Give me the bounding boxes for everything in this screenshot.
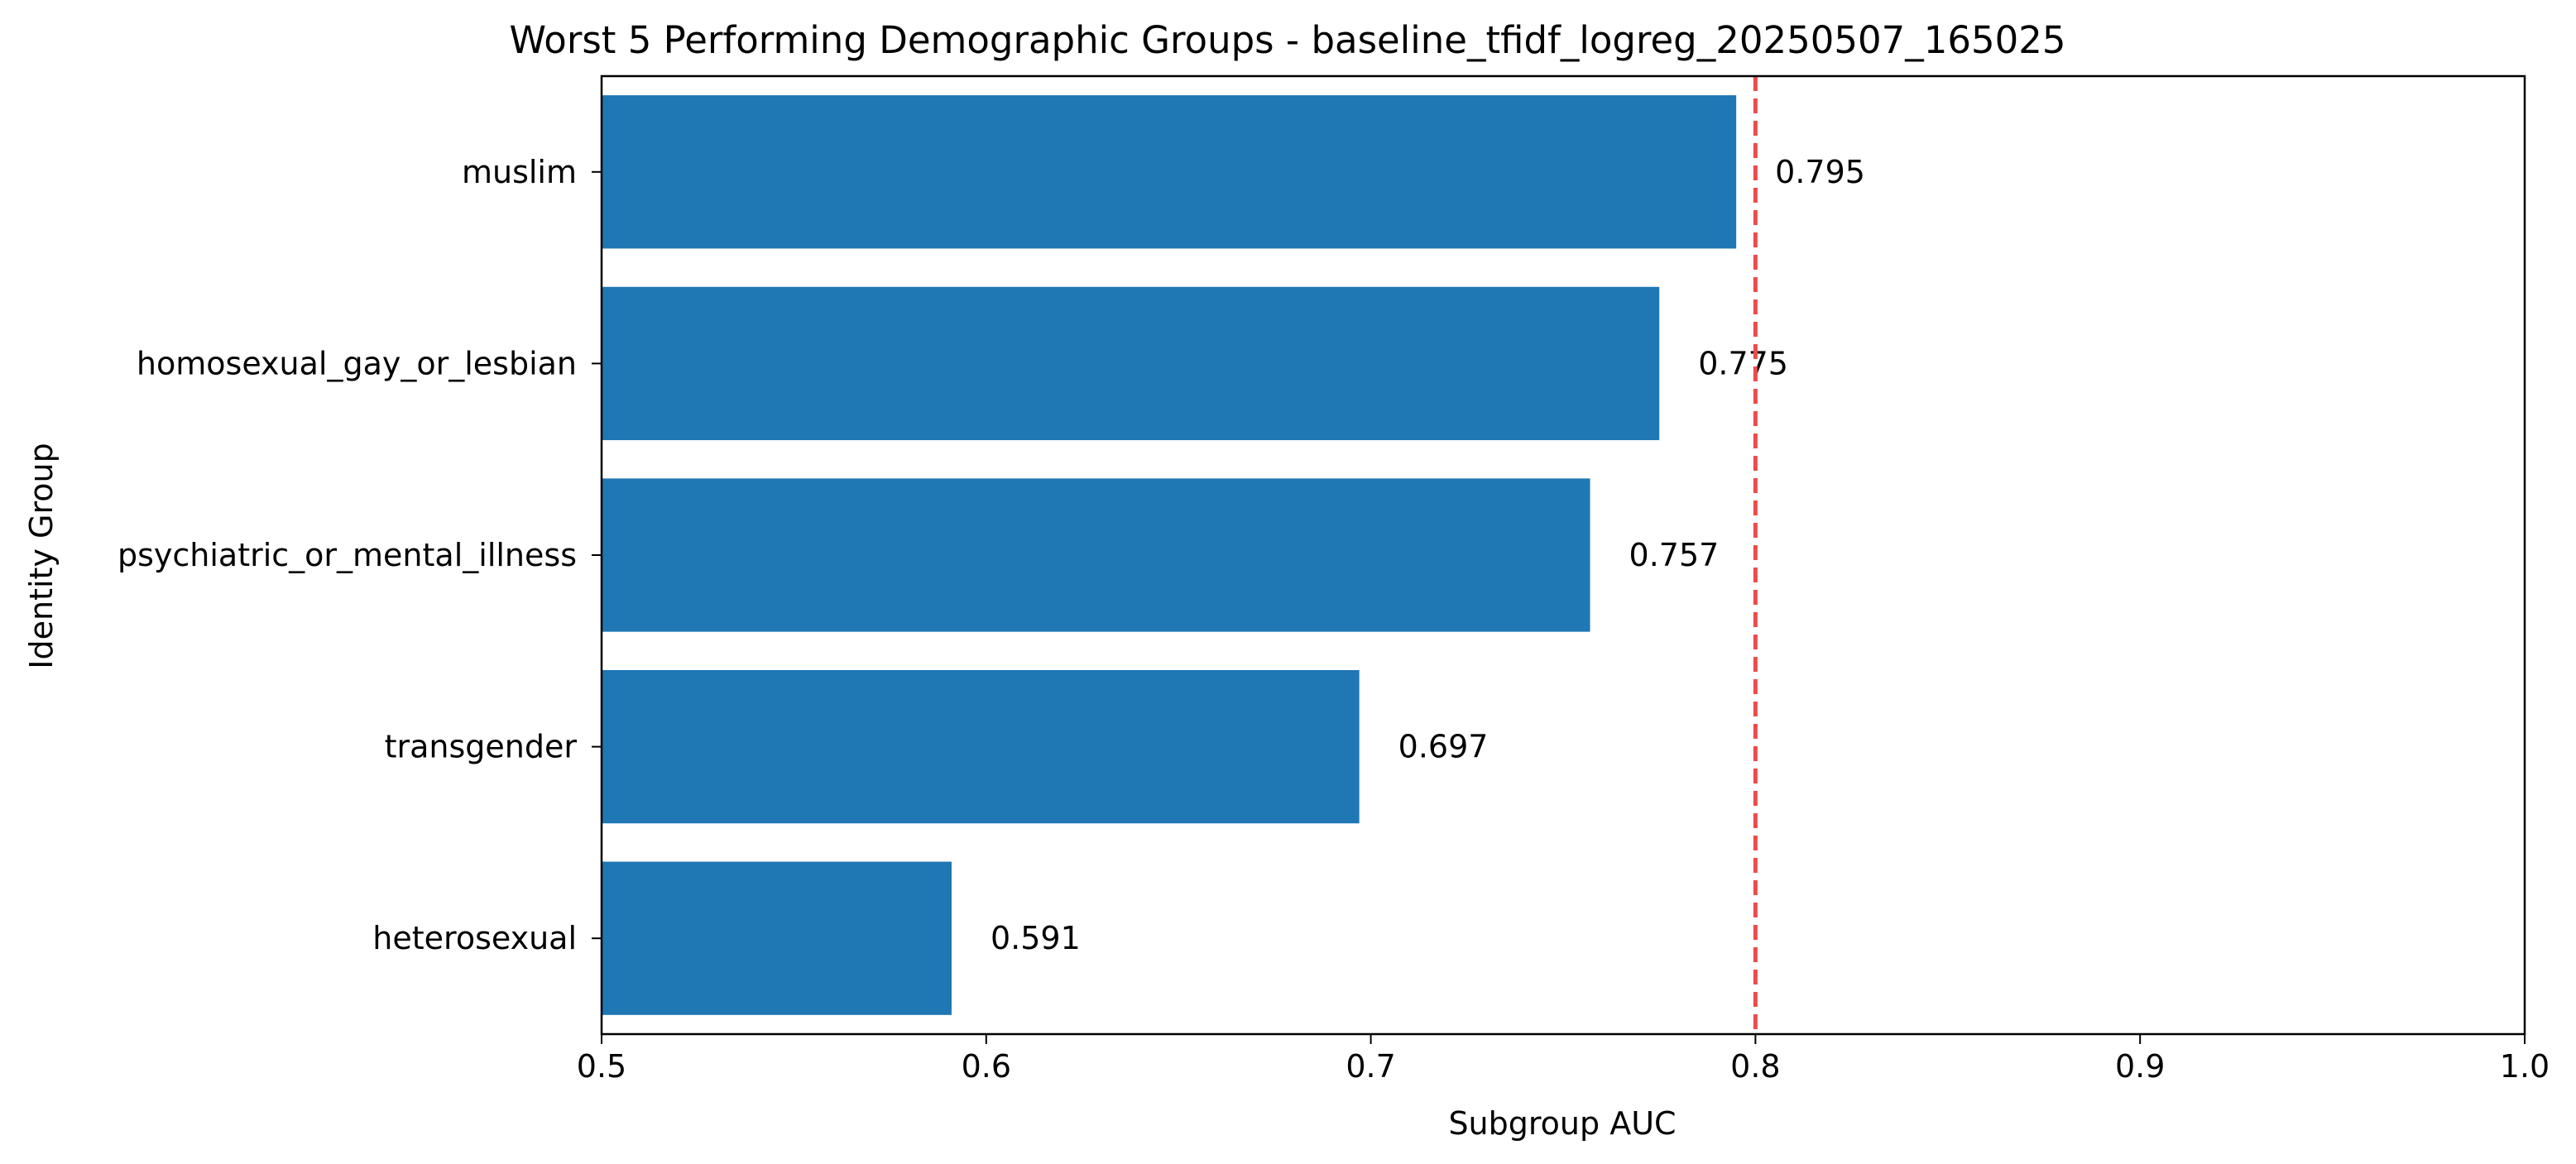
bar-muslim — [602, 95, 1737, 249]
y-tick-label: muslim — [462, 154, 577, 190]
data-label: 0.757 — [1629, 537, 1720, 573]
y-tick-label: psychiatric_or_mental_illness — [118, 537, 577, 573]
plot-area: muslim 0.795 homosexual_gay_or_lesbian 0.77… — [118, 74, 2550, 1085]
y-axis-label: Identity Group — [23, 443, 60, 668]
x-axis-label: Subgroup AUC — [1448, 1105, 1676, 1142]
x-tick-label: 0.7 — [1346, 1048, 1395, 1085]
data-label: 0.591 — [991, 920, 1081, 956]
x-tick-label: 0.6 — [962, 1048, 1011, 1085]
axes-frame — [600, 74, 2526, 1036]
data-label: 0.795 — [1775, 154, 1865, 190]
bar-heterosexual — [602, 861, 952, 1015]
data-label: 0.697 — [1398, 729, 1489, 765]
y-tick-label: homosexual_gay_or_lesbian — [137, 345, 577, 381]
x-tick-label: 1.0 — [2500, 1048, 2550, 1085]
x-tick-label: 0.5 — [577, 1048, 626, 1085]
bar-transgender — [602, 669, 1360, 824]
x-tick-label: 0.8 — [1730, 1048, 1780, 1085]
x-tick-label: 0.9 — [2115, 1048, 2165, 1085]
bar-psychiatric_or_mental_illness — [602, 478, 1590, 632]
y-tick-label: heterosexual — [372, 920, 577, 956]
y-tick-label: transgender — [385, 729, 578, 765]
bar-homosexual_gay_or_lesbian — [602, 286, 1660, 441]
data-label: 0.775 — [1698, 345, 1788, 381]
chart-title: Worst 5 Performing Demographic Groups - … — [509, 18, 2065, 62]
